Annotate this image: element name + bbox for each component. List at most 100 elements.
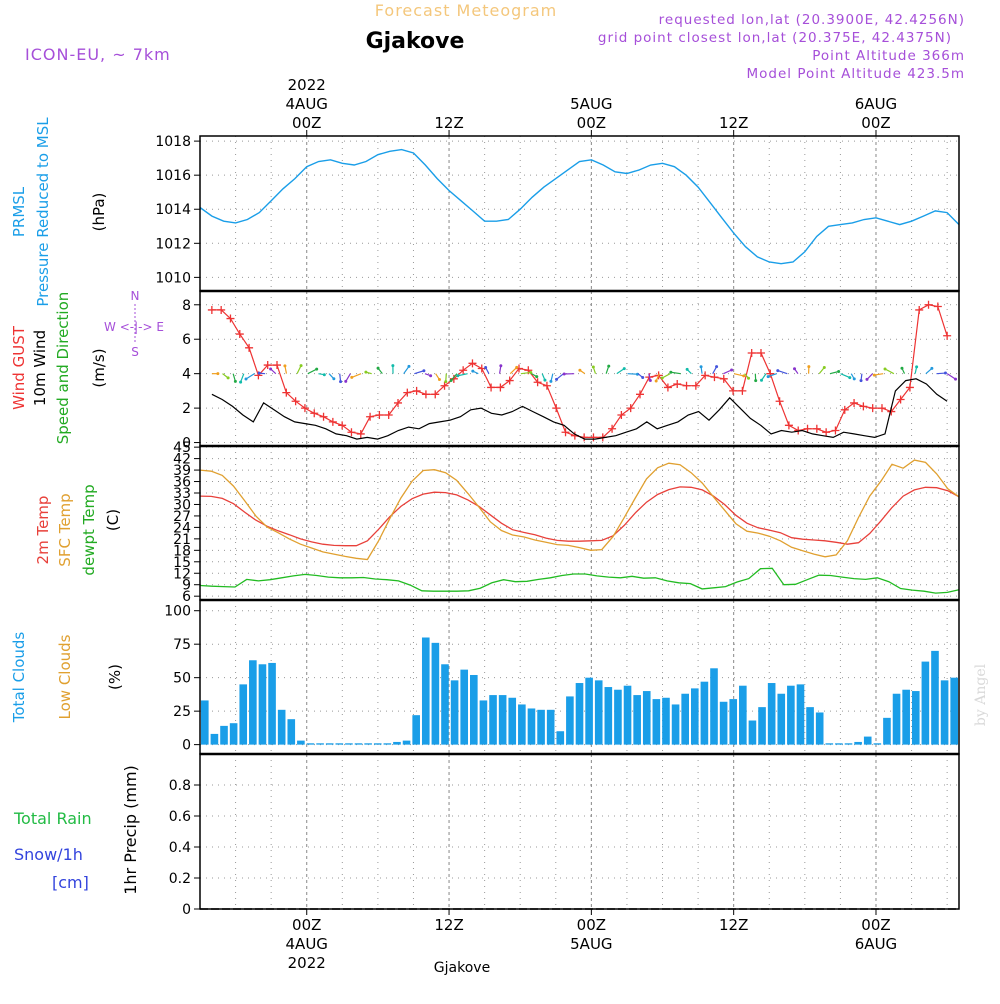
total-clouds-bar — [537, 710, 545, 745]
wind-arrow-head — [649, 379, 652, 382]
total-clouds-bar — [556, 731, 564, 744]
total-clouds-bar — [287, 719, 295, 744]
total-clouds-bar — [278, 710, 286, 745]
wind-arrow-head — [767, 375, 770, 378]
total-clouds-bar — [739, 686, 747, 745]
total-clouds-bar — [874, 743, 882, 744]
model-altitude: Model Point Altitude 423.5m — [747, 66, 965, 82]
total-clouds-bar — [499, 695, 507, 745]
total-clouds-bar — [922, 662, 930, 745]
wind-gust-marker — [925, 301, 933, 309]
wind-arrow-head — [269, 367, 272, 370]
time-axis-top-label: 2022 — [288, 76, 326, 94]
wind-arrow-head — [900, 367, 903, 370]
total-clouds-bar — [566, 696, 574, 744]
wind-direction-arrow — [671, 372, 681, 373]
total-clouds-bar — [749, 721, 757, 745]
time-axis-bottom-label: 4AUG — [286, 935, 328, 953]
y-tick-label: 0 — [182, 902, 191, 918]
total-clouds-bar — [941, 680, 949, 744]
total-clouds-bar — [614, 690, 622, 745]
wind-arrow-head — [332, 377, 335, 380]
total-clouds-bar — [854, 742, 862, 745]
y-tick-label: 0.6 — [169, 809, 191, 825]
time-axis-top-label: 00Z — [577, 114, 606, 132]
wind-dir-label: Speed and Direction — [54, 292, 72, 445]
total-clouds-bar — [787, 686, 795, 745]
time-axis-top-label: 12Z — [719, 114, 748, 132]
y-tick-label: 4 — [182, 367, 191, 383]
wind-gust-marker — [673, 380, 681, 388]
wind-gust-marker — [366, 413, 374, 421]
wind-gust-marker — [915, 306, 923, 314]
wind-arrow-head — [300, 364, 303, 367]
pressure-label-1: PRMSL — [10, 186, 28, 237]
total-clouds-bar — [710, 668, 718, 744]
wind-arrow-head — [623, 367, 626, 370]
time-axis-top-label: 4AUG — [286, 95, 328, 113]
wind-arrow-head — [391, 364, 394, 367]
wind-unit: (m/s) — [90, 348, 108, 387]
wind-gust-marker — [710, 373, 718, 381]
frames-layer — [200, 136, 959, 909]
wind-arrow-head — [456, 374, 459, 377]
wind-arrow-head — [471, 370, 474, 373]
y-tick-label: 0 — [182, 738, 191, 754]
wind-arrow-head — [860, 379, 863, 382]
total-clouds-bar — [893, 694, 901, 745]
wind-arrow-head — [607, 365, 610, 368]
compass-west-east: W <-|-> E — [104, 320, 164, 334]
wind-gust-marker — [320, 413, 328, 421]
time-axis-bottom-label: 00Z — [577, 916, 606, 934]
wind-gust-marker — [338, 421, 346, 429]
wind-gust-marker — [487, 383, 495, 391]
y-tick-label: 0.8 — [169, 778, 191, 794]
total-clouds-bar — [528, 708, 536, 744]
total-clouds-bar — [345, 743, 353, 744]
wind-arrow-head — [730, 369, 733, 372]
wind-gust-marker — [245, 344, 253, 352]
time-axis-bottom-label: 12Z — [434, 916, 463, 934]
wind-arrow-head — [499, 364, 502, 367]
total-clouds-bar — [384, 743, 392, 744]
total-clouds-bar — [672, 704, 680, 744]
wind-arrow-head — [865, 378, 868, 381]
total-clouds-bar — [307, 743, 315, 744]
time-axis-top-label: 12Z — [434, 114, 463, 132]
compass-south: S — [131, 345, 139, 359]
total-clouds-bar — [816, 712, 824, 744]
clouds-unit: (%) — [106, 664, 124, 690]
wind-arrow-head — [339, 380, 342, 383]
watermark-text: by Angel — [973, 663, 989, 726]
total-clouds-bar — [729, 699, 737, 745]
total-clouds-bar — [931, 651, 939, 745]
total-clouds-bar — [518, 704, 526, 744]
total-clouds-bar — [777, 694, 785, 745]
wind-arrow-head — [754, 379, 757, 382]
wind-arrow-head — [655, 379, 658, 382]
forecast-title: Forecast Meteogram — [375, 1, 557, 20]
wind-gust-marker — [859, 402, 867, 410]
total-clouds-bar — [806, 707, 814, 744]
wind-gust-marker — [422, 390, 430, 398]
total-clouds-bar — [508, 698, 516, 745]
wind-arrow-head — [323, 373, 326, 376]
y-tick-label: 6 — [182, 332, 191, 348]
total-clouds-bar — [835, 743, 843, 744]
y-tick-label: 25 — [173, 704, 191, 720]
wind-arrow-head — [915, 365, 918, 368]
wind-arrow-head — [350, 376, 353, 379]
total-clouds-bar — [643, 691, 651, 745]
wind-gust-marker — [552, 404, 560, 412]
y-tick-label: 1016 — [155, 168, 191, 184]
total-clouds-bar — [441, 664, 449, 744]
y-tick-label: 2 — [182, 401, 191, 417]
city-title: Gjakove — [366, 29, 465, 54]
temp-2m-line — [200, 487, 959, 546]
y-tick-label: 8 — [182, 298, 191, 314]
wind-arrow-head — [283, 364, 286, 367]
cloud-labels: Total Clouds Low Clouds (%) — [10, 632, 124, 724]
total-clouds-bar — [585, 678, 593, 745]
total-clouds-bar — [393, 742, 401, 745]
